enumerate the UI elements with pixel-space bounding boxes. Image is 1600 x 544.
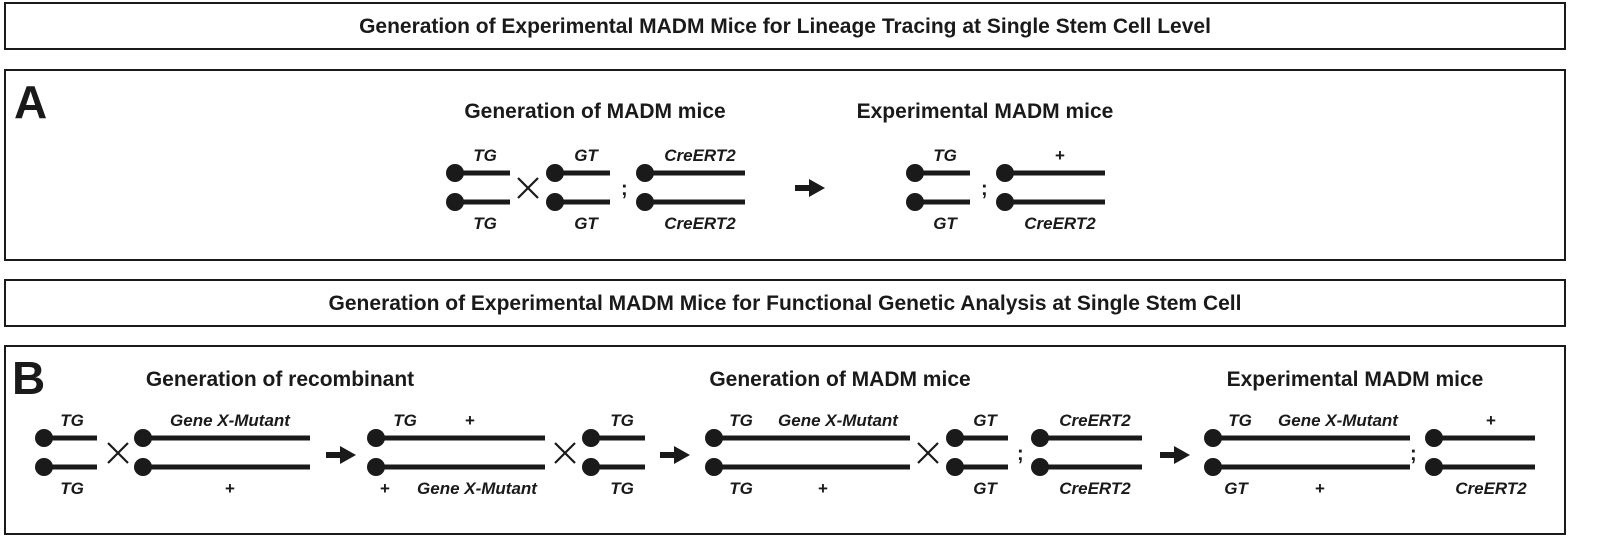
panel-b-pair-6: GT GT [946,411,1008,498]
label: CreERT2 [664,146,736,165]
label: TG [933,146,957,165]
label: TG [393,411,417,430]
title-box-functional [4,279,1566,327]
label: Gene X-Mutant [1278,411,1399,430]
panel-a-box [4,69,1566,261]
title-lineage: Generation of Experimental MADM Mice for… [359,15,1211,38]
label: + [1315,479,1325,498]
label: TG [610,479,634,498]
separator: ; [1017,443,1024,465]
label: Gene X-Mutant [170,411,291,430]
label: Gene X-Mutant [778,411,899,430]
panel-b-pair-5: TG Gene X-Mutant TG + [705,411,910,498]
label: TG [729,479,753,498]
separator: ; [1410,443,1417,465]
label: GT [574,214,599,233]
cross-symbol [917,442,939,464]
label: TG [60,411,84,430]
panel-a-pair-2: GT GT [546,146,610,233]
label: + [1055,146,1065,165]
panel-b-pair-3: TG + + Gene X-Mutant [367,411,545,498]
label: GT [973,411,998,430]
title-box-lineage [4,2,1566,50]
cross-symbol [554,442,576,464]
panel-a-pair-3: CreERT2 CreERT2 [636,146,745,233]
panel-b-pair-9: + CreERT2 [1425,411,1535,498]
label: TG [473,214,497,233]
label: CreERT2 [1059,411,1131,430]
panel-b-pair-2: Gene X-Mutant + [134,411,310,498]
panel-a-pair-4: TG GT [906,146,970,233]
label: GT [1224,479,1249,498]
label: TG [610,411,634,430]
label: GT [933,214,958,233]
panel-b-pair-4: TG TG [582,411,645,498]
panel-b-heading-experimental: Experimental MADM mice [1227,368,1484,391]
label: TG [473,146,497,165]
label: + [225,479,235,498]
panel-b-heading-generation: Generation of MADM mice [709,368,970,391]
cross-symbol [517,177,539,199]
label: CreERT2 [1059,479,1131,498]
label: CreERT2 [1455,479,1527,498]
panel-b-pair-7: CreERT2 CreERT2 [1031,411,1142,498]
label: + [1486,411,1496,430]
label: GT [973,479,998,498]
title-functional: Generation of Experimental MADM Mice for… [329,292,1242,315]
label: TG [60,479,84,498]
panel-a-heading-experimental: Experimental MADM mice [857,100,1114,123]
label: + [465,411,475,430]
label: CreERT2 [664,214,736,233]
label: Gene X-Mutant [417,479,538,498]
label: + [818,479,828,498]
panel-b-heading-recombinant: Generation of recombinant [146,368,414,391]
panel-a-letter: A [14,76,47,128]
label: CreERT2 [1024,214,1096,233]
panel-a-pair-1: TG TG [446,146,510,233]
label: TG [729,411,753,430]
label: TG [1228,411,1252,430]
panel-b-pair-8: TG Gene X-Mutant GT + [1204,411,1410,498]
separator: ; [981,178,988,200]
panel-a-pair-5: + CreERT2 [996,146,1105,233]
panel-a-heading-generation: Generation of MADM mice [464,100,725,123]
cross-symbol [107,442,129,464]
label: + [380,479,390,498]
panel-b-letter: B [12,352,45,404]
panel-b-pair-1: TG TG [35,411,97,498]
label: GT [574,146,599,165]
separator: ; [621,178,628,200]
